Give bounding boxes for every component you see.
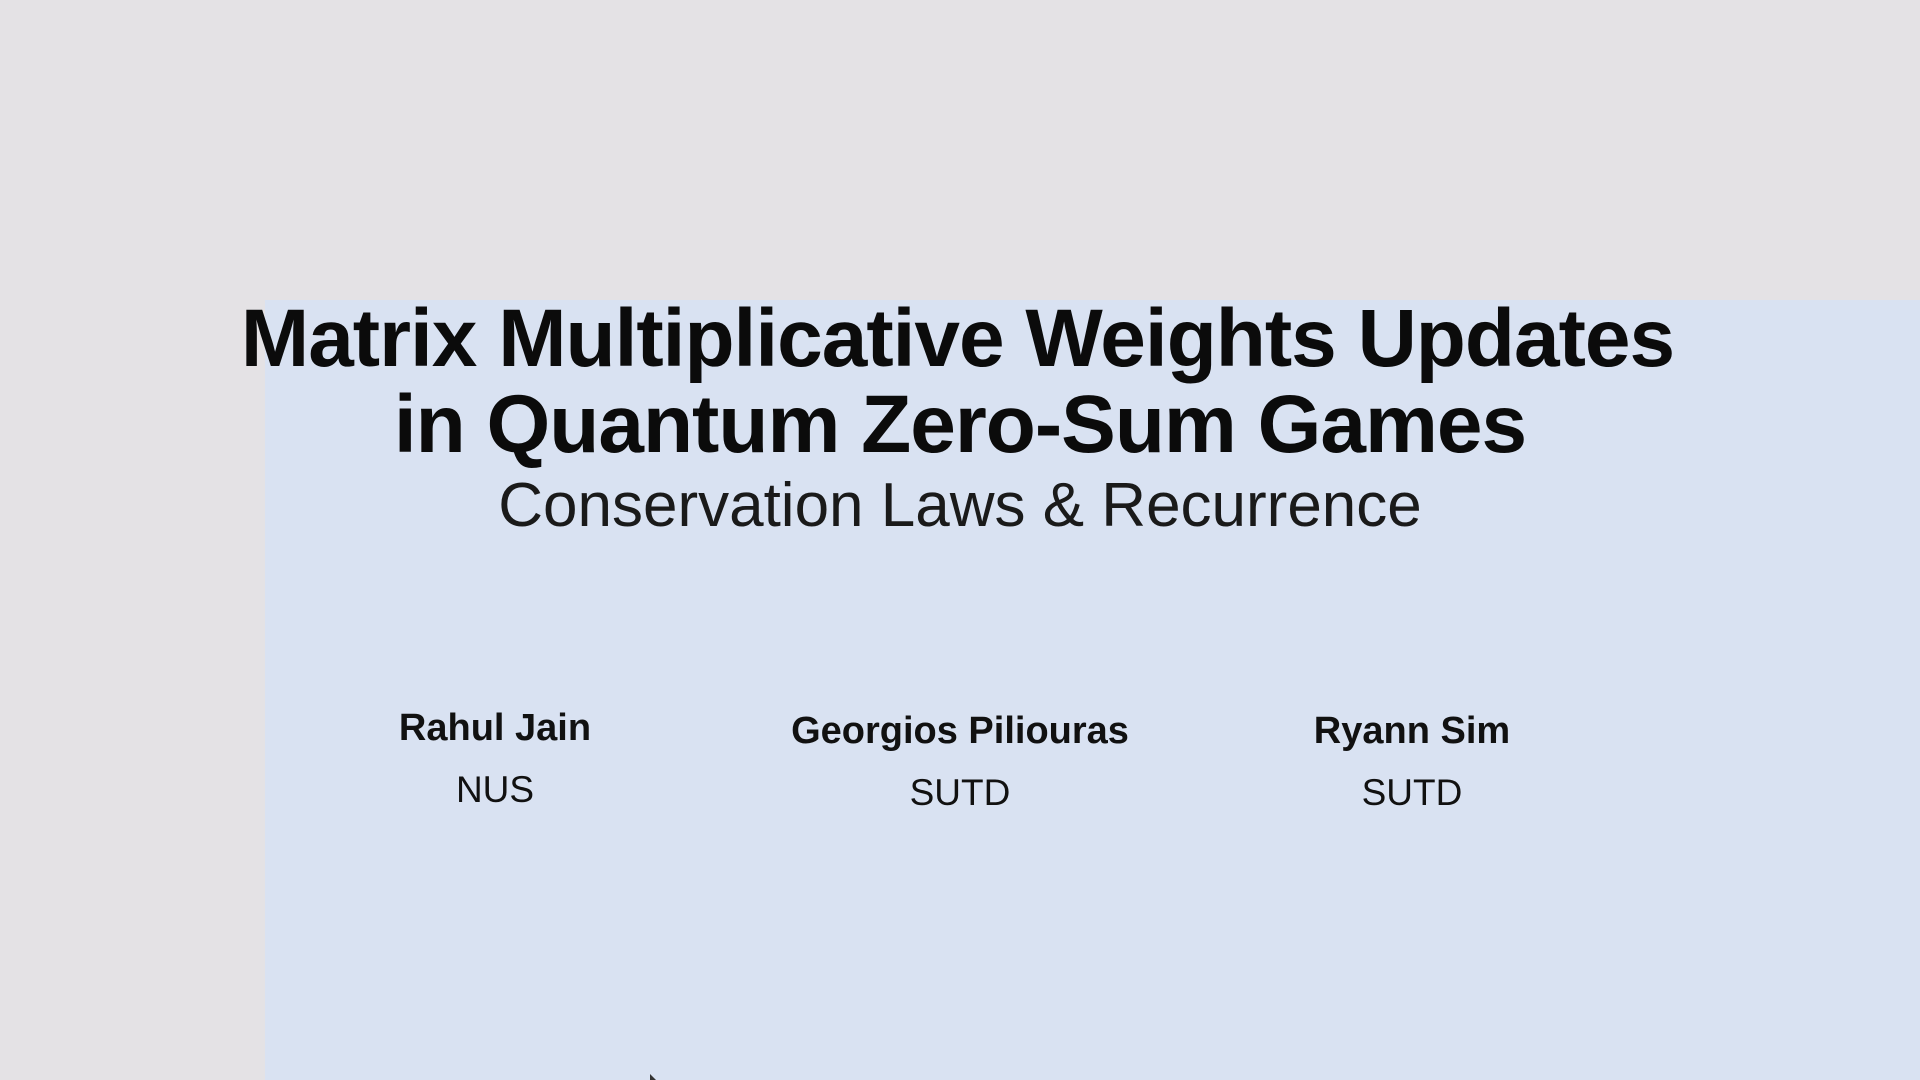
slide-title: Matrix Multiplicative Weights Updates in… [0, 296, 1920, 468]
author-affiliation: SUTD [1361, 772, 1463, 813]
slide-subtitle: Conservation Laws & Recurrence [498, 471, 1422, 540]
title-line-2: in Quantum Zero-Sum Games [393, 379, 1527, 470]
title-line-1: Matrix Multiplicative Weights Updates [240, 293, 1675, 384]
author-affiliation: NUS [455, 769, 535, 810]
mouse-cursor-icon [650, 1074, 656, 1080]
author-affiliation: SUTD [909, 772, 1011, 813]
author-name: Rahul Jain [398, 707, 592, 749]
slide-panel [265, 300, 1920, 1080]
author-block-1: Rahul Jain NUS [285, 706, 705, 812]
author-name: Ryann Sim [1313, 710, 1511, 752]
author-block-2: Georgios Piliouras SUTD [750, 709, 1170, 815]
author-block-3: Ryann Sim SUTD [1202, 709, 1622, 815]
author-name: Georgios Piliouras [791, 710, 1129, 752]
